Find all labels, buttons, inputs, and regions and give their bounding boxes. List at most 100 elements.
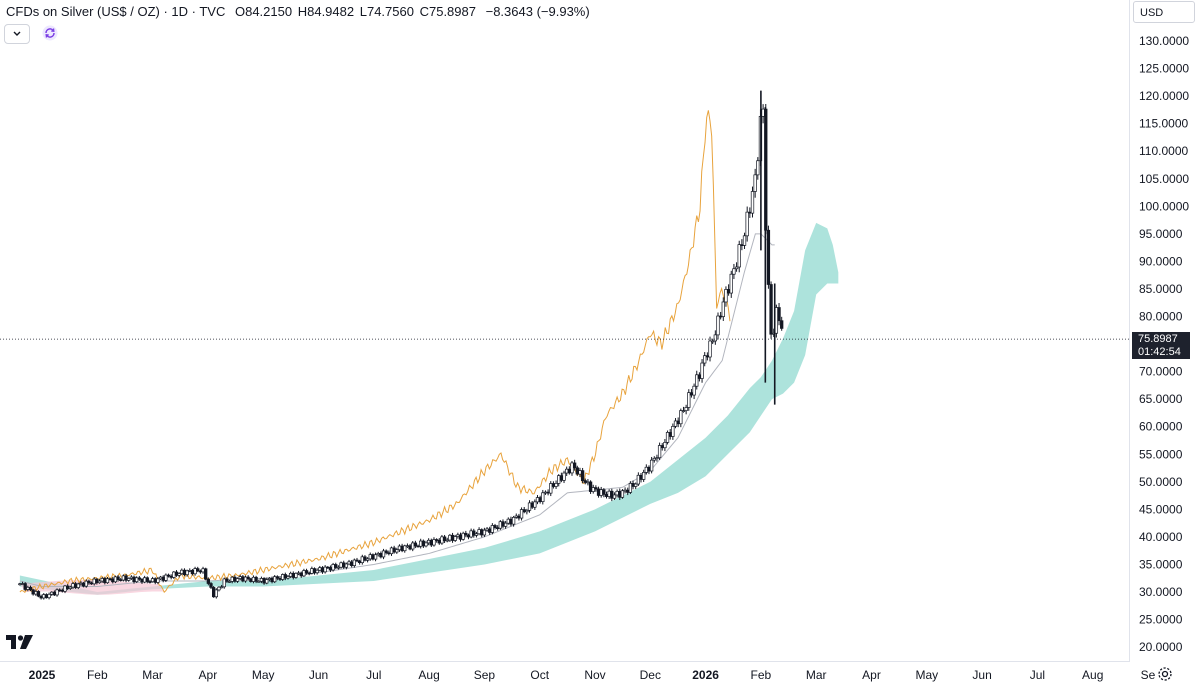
sync-icon[interactable] — [41, 24, 59, 42]
candle — [222, 577, 226, 589]
candle — [68, 585, 72, 590]
chart-legend: CFDs on Silver (US$ / OZ) · 1D · TVC O84… — [6, 4, 590, 19]
candle — [275, 575, 280, 581]
candle — [246, 575, 250, 581]
candle — [549, 481, 553, 497]
candle — [135, 576, 139, 583]
x-tick-label: 2025 — [29, 668, 56, 682]
candle — [294, 572, 298, 579]
candle — [124, 573, 128, 583]
candle — [392, 545, 396, 554]
candle — [419, 538, 423, 549]
candle — [668, 429, 672, 440]
candle — [445, 537, 449, 543]
candle — [480, 528, 484, 538]
candle — [689, 389, 694, 398]
candle — [347, 559, 351, 566]
candle — [732, 263, 736, 280]
candle — [599, 486, 603, 498]
candle — [780, 316, 784, 331]
x-tick-label: Mar — [806, 668, 827, 682]
candle — [440, 534, 444, 545]
candle — [586, 478, 590, 486]
candle — [357, 559, 362, 565]
candle — [458, 532, 463, 542]
candle — [421, 539, 425, 548]
candle — [185, 569, 189, 577]
candle — [299, 571, 303, 578]
y-tick-label: 130.0000 — [1139, 34, 1189, 48]
candle — [453, 534, 457, 542]
x-tick-label: 2026 — [692, 668, 719, 682]
settings-gear-icon[interactable] — [1157, 666, 1173, 682]
candle — [188, 568, 192, 573]
candle — [681, 406, 686, 413]
candle — [235, 577, 240, 583]
candle — [724, 286, 728, 307]
candle — [156, 576, 160, 585]
candle — [530, 500, 534, 509]
candle — [204, 567, 208, 581]
candle — [610, 488, 614, 502]
candle — [334, 562, 338, 570]
time-axis-line — [0, 661, 1129, 662]
candle — [639, 472, 643, 483]
candle — [687, 389, 691, 411]
candle — [623, 487, 627, 494]
candle — [485, 527, 489, 532]
candle — [127, 577, 131, 582]
candle — [525, 508, 529, 515]
candle — [257, 579, 261, 583]
price-axis[interactable] — [1129, 0, 1200, 662]
y-tick-label: 120.0000 — [1139, 89, 1189, 103]
tradingview-logo-icon[interactable] — [6, 634, 34, 650]
candle — [39, 594, 43, 600]
candle — [318, 565, 322, 572]
candle — [180, 568, 184, 576]
candle — [368, 552, 372, 561]
candle — [355, 557, 359, 563]
candle — [766, 225, 771, 289]
open-value: 84.2150 — [245, 4, 293, 19]
currency-select[interactable]: USD — [1133, 1, 1195, 23]
candle — [546, 489, 550, 496]
x-tick-label: Apr — [199, 668, 218, 682]
candle — [533, 499, 537, 510]
candle — [543, 490, 548, 495]
y-tick-label: 125.0000 — [1139, 62, 1189, 76]
candle — [469, 528, 473, 539]
candle — [174, 570, 179, 577]
candle — [193, 566, 197, 576]
candle — [408, 543, 412, 551]
candle — [209, 582, 213, 590]
symbol-title[interactable]: CFDs on Silver (US$ / OZ) · 1D · TVC — [6, 4, 226, 19]
x-tick-label: Jul — [366, 668, 381, 682]
y-tick-label: 65.0000 — [1139, 392, 1183, 406]
x-tick-label: Se — [1141, 668, 1156, 682]
y-tick-label: 20.0000 — [1139, 640, 1183, 654]
close-label: C — [419, 4, 429, 19]
collapse-legend-button[interactable] — [4, 24, 30, 44]
x-tick-label: Feb — [751, 668, 772, 682]
x-tick-label: Nov — [584, 668, 605, 682]
candle — [673, 418, 678, 429]
candle — [217, 586, 221, 592]
y-tick-label: 90.0000 — [1139, 254, 1183, 268]
candle — [612, 492, 617, 500]
candle — [434, 538, 439, 543]
chevron-down-icon — [13, 31, 21, 36]
candle — [265, 577, 269, 585]
candle — [158, 575, 163, 580]
candle — [381, 548, 386, 560]
candle — [342, 560, 346, 569]
candle — [472, 528, 476, 538]
candle — [756, 157, 760, 180]
candle — [570, 461, 574, 476]
candle — [703, 352, 707, 367]
candle — [169, 574, 173, 580]
candle — [360, 554, 364, 565]
candle — [565, 466, 569, 476]
candle — [413, 540, 418, 549]
candle — [647, 465, 651, 475]
